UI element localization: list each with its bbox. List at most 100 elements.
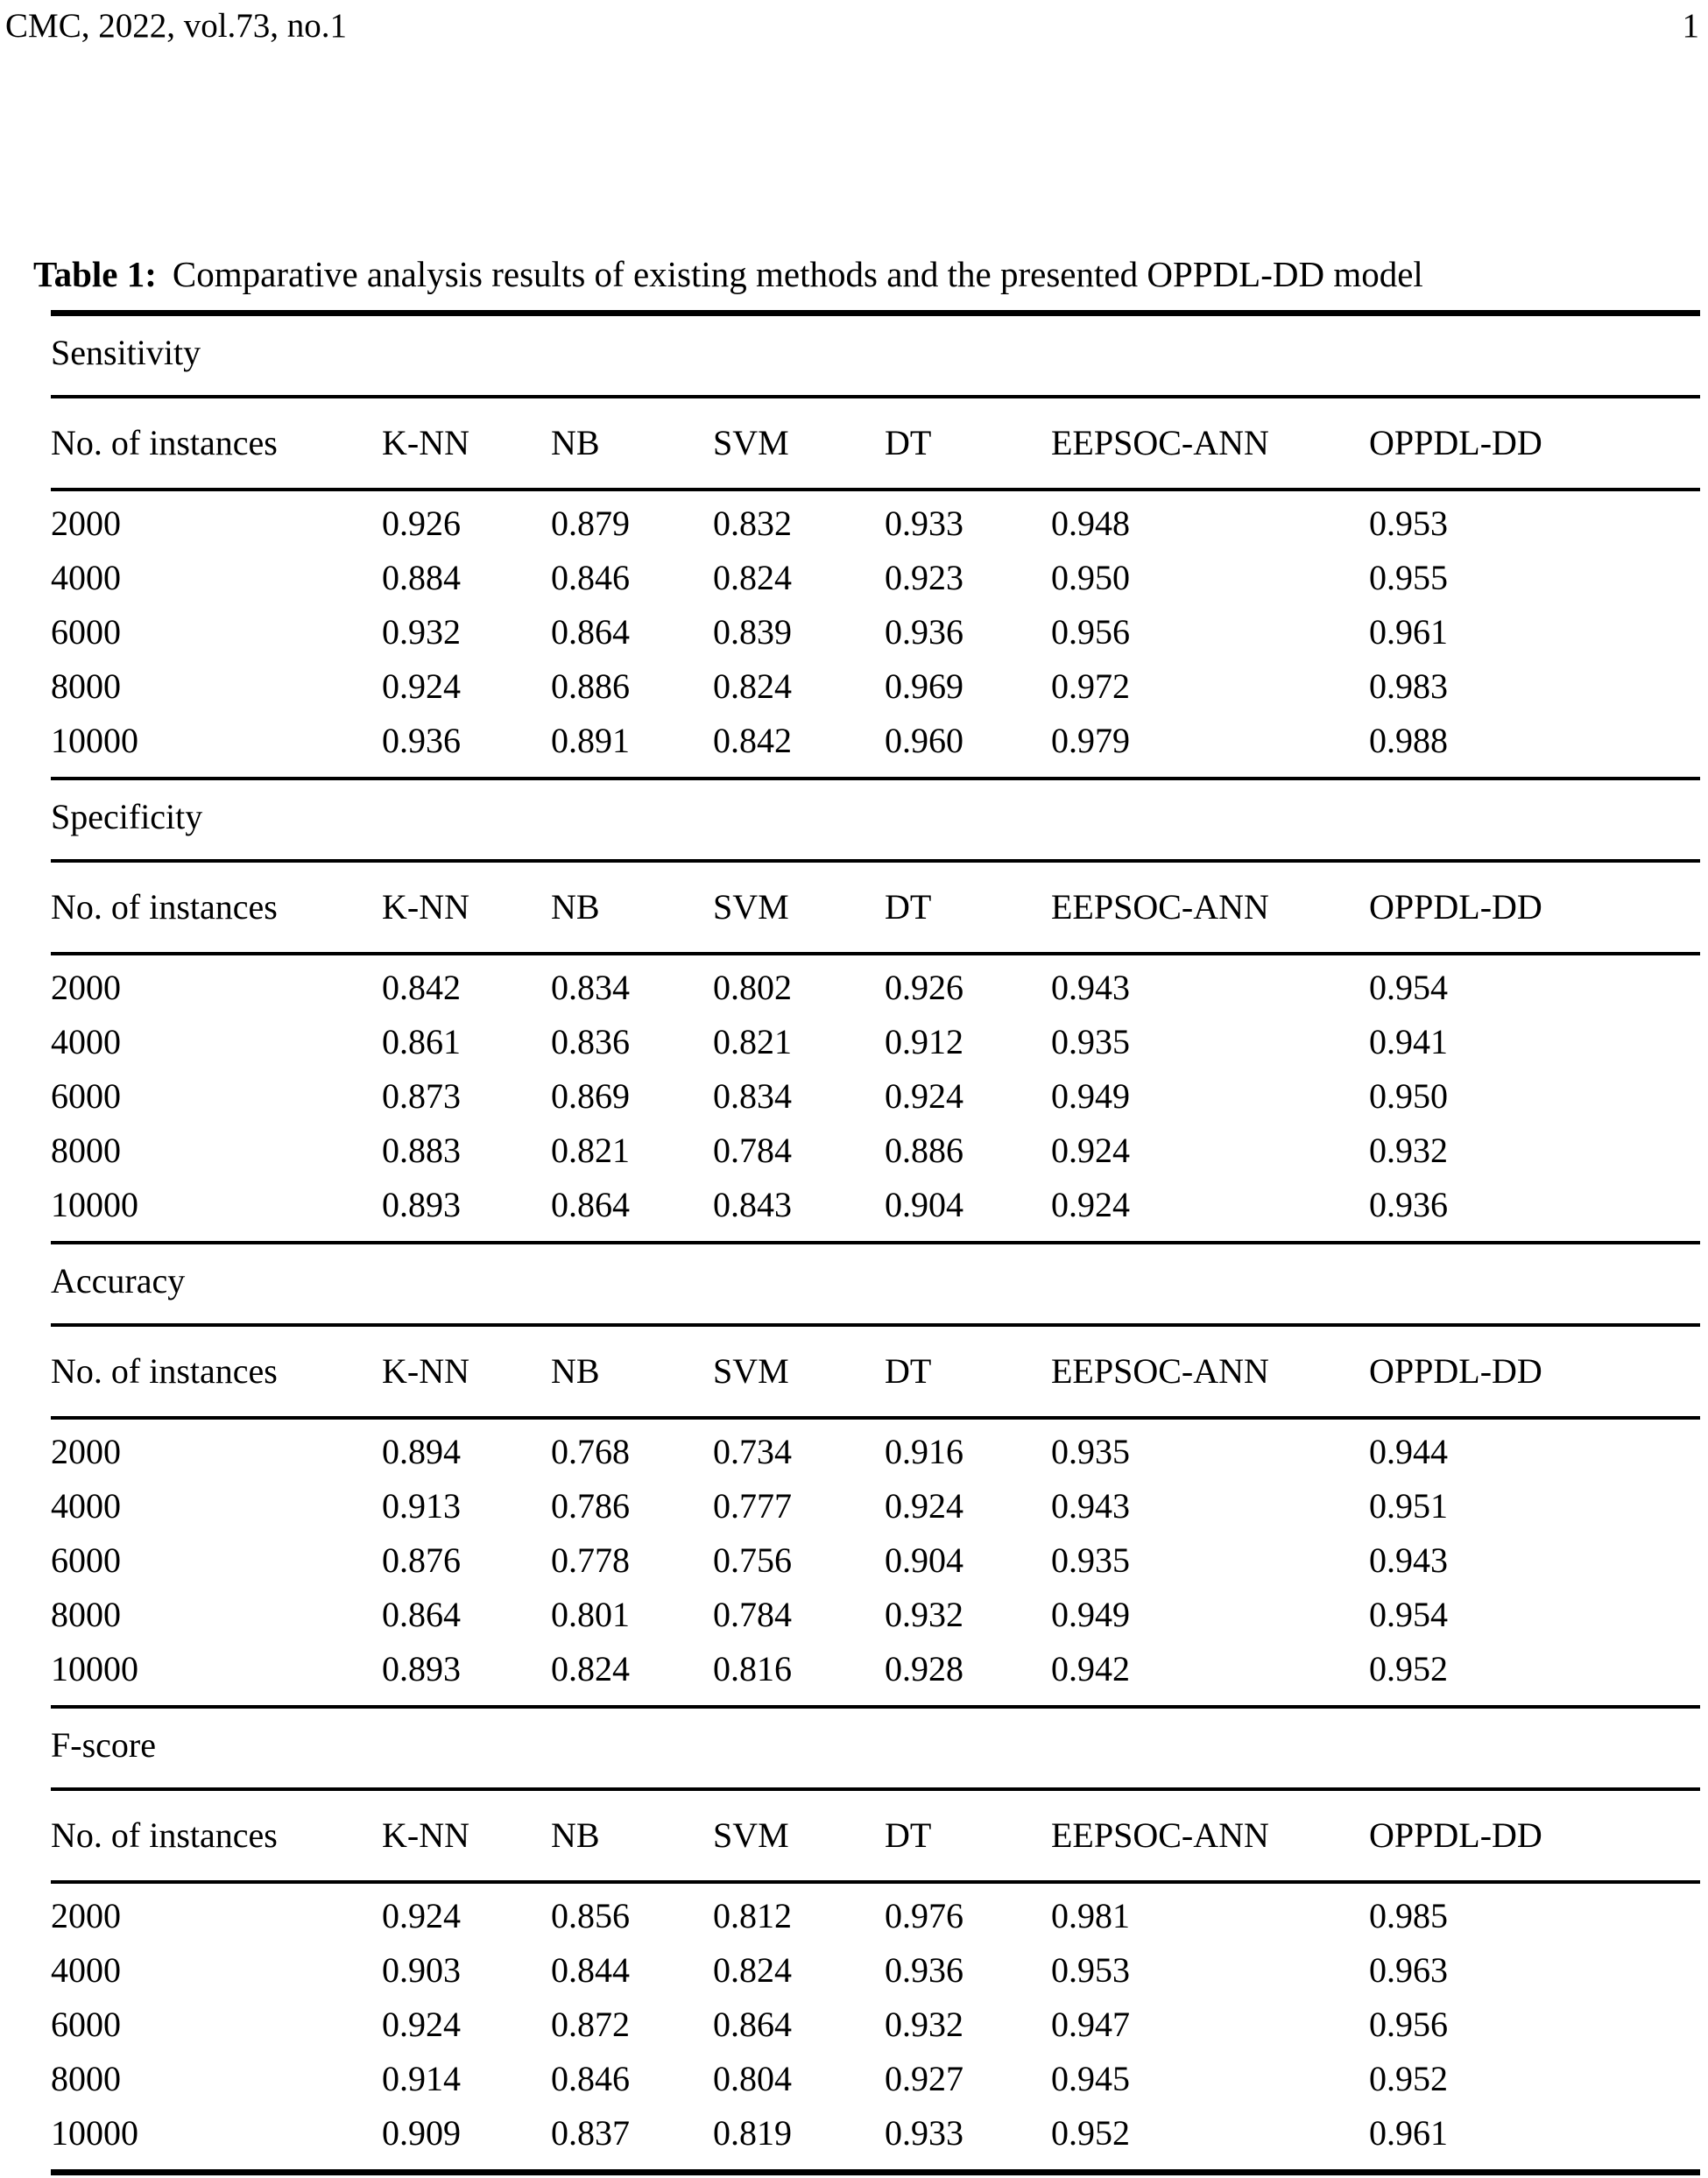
header-rule [51,488,1700,491]
column-header: No. of instances [51,1815,278,1855]
metric-value: 0.981 [1051,1896,1130,1935]
instance-count: 6000 [51,612,121,652]
column-header: No. of instances [51,1351,278,1391]
column-header: NB [551,887,600,927]
metric-value: 0.801 [551,1595,630,1634]
metric-value: 0.909 [382,2113,461,2153]
column-header: OPPDL-DD [1369,1351,1542,1391]
metric-value: 0.932 [885,1595,963,1634]
metric-value: 0.904 [885,1185,963,1224]
metric-value: 0.972 [1051,666,1130,706]
metric-value: 0.824 [713,1950,792,1990]
metric-value: 0.864 [551,1185,630,1224]
metric-value: 0.843 [713,1185,792,1224]
metric-value: 0.954 [1369,968,1448,1007]
table-sections: Sensitivity No. of instances K-NN NB SVM DT E… [51,316,1700,2175]
metric-value: 0.988 [1369,721,1448,760]
table-row: 10000 0.936 0.891 0.842 0.960 0.979 0.988 [51,714,1700,768]
metric-value: 0.872 [551,2005,630,2044]
metric-value: 0.936 [382,721,461,760]
metric-value: 0.979 [1051,721,1130,760]
metric-value: 0.802 [713,968,792,1007]
table-row: 2000 0.894 0.768 0.734 0.916 0.935 0.944 [51,1425,1700,1479]
metric-value: 0.956 [1369,2005,1448,2044]
metric-value: 0.943 [1051,968,1130,1007]
table-row: 8000 0.883 0.821 0.784 0.886 0.924 0.932 [51,1124,1700,1178]
journal-reference: CMC, 2022, vol.73, no.1 [5,7,348,45]
instance-count: 10000 [51,1185,138,1224]
header-rule [51,1416,1700,1420]
metric-value: 0.954 [1369,1595,1448,1634]
table-caption: Table 1: Comparative analysis results of … [0,252,1708,296]
metric-value: 0.786 [551,1486,630,1526]
metric-value: 0.864 [713,2005,792,2044]
column-header: K-NN [382,887,469,927]
column-header: K-NN [382,1815,469,1855]
section-bottom-rule [51,2169,1700,2175]
metric-value: 0.842 [713,721,792,760]
instance-count: 6000 [51,1076,121,1116]
metric-label: Accuracy [51,1261,186,1300]
column-header: DT [885,1351,932,1391]
column-header-row: No. of instances K-NN NB SVM DT EEPSOC-ANN OPP… [51,1327,1700,1416]
column-header: OPPDL-DD [1369,1815,1542,1855]
metric-value: 0.927 [885,2059,963,2098]
metric-value: 0.941 [1369,1022,1448,1061]
column-header: OPPDL-DD [1369,887,1542,927]
metric-value: 0.961 [1369,612,1448,652]
metric-value: 0.879 [551,504,630,543]
metric-value: 0.963 [1369,1950,1448,1990]
metric-value: 0.821 [713,1022,792,1061]
instance-count: 4000 [51,1486,121,1526]
metric-value: 0.864 [551,612,630,652]
metric-value: 0.983 [1369,666,1448,706]
metric-label: Sensitivity [51,333,201,372]
metric-value: 0.891 [551,721,630,760]
metric-value: 0.953 [1369,504,1448,543]
metric-value: 0.842 [382,968,461,1007]
metric-value: 0.949 [1051,1595,1130,1634]
metric-value: 0.846 [551,558,630,597]
metric-label-rule [51,395,1700,398]
metric-value: 0.935 [1051,1022,1130,1061]
metric-value: 0.839 [713,612,792,652]
table-row: 6000 0.873 0.869 0.834 0.924 0.949 0.950 [51,1069,1700,1124]
metric-value: 0.913 [382,1486,461,1526]
column-header: SVM [713,1351,789,1391]
column-header: K-NN [382,423,469,462]
metric-value: 0.950 [1051,558,1130,597]
metric-value: 0.936 [885,1950,963,1990]
metric-section: Specificity No. of instances K-NN NB SVM DT E… [51,780,1700,1244]
table-row: 4000 0.861 0.836 0.821 0.912 0.935 0.941 [51,1015,1700,1069]
metric-value: 0.924 [1051,1185,1130,1224]
metric-value: 0.778 [551,1540,630,1580]
column-header: NB [551,1815,600,1855]
instance-count: 2000 [51,968,121,1007]
table-row: 8000 0.864 0.801 0.784 0.932 0.949 0.954 [51,1588,1700,1642]
metric-value: 0.861 [382,1022,461,1061]
metric-value: 0.948 [1051,504,1130,543]
metric-section: F-score No. of instances K-NN NB SVM DT EEPSO… [51,1709,1700,2175]
metric-value: 0.952 [1369,1649,1448,1688]
metric-value: 0.912 [885,1022,963,1061]
metric-value: 0.933 [885,504,963,543]
metric-value: 0.876 [382,1540,461,1580]
instance-count: 6000 [51,2005,121,2044]
column-header: EEPSOC-ANN [1051,423,1269,462]
metric-value: 0.924 [1051,1131,1130,1170]
metric-value: 0.777 [713,1486,792,1526]
section-bottom-rule [51,1705,1700,1709]
metric-value: 0.812 [713,1896,792,1935]
metric-value: 0.952 [1369,2059,1448,2098]
data-rows: 2000 0.924 0.856 0.812 0.976 0.981 0.985 4000 0.… [51,1884,1700,2169]
metric-value: 0.856 [551,1896,630,1935]
column-header: OPPDL-DD [1369,423,1542,462]
metric-value: 0.944 [1369,1432,1448,1471]
metric-label: F-score [51,1725,156,1765]
metric-value: 0.947 [1051,2005,1130,2044]
metric-value: 0.943 [1369,1540,1448,1580]
table-caption-text: Comparative analysis results of existing… [172,254,1423,294]
instance-count: 2000 [51,1432,121,1471]
metric-value: 0.985 [1369,1896,1448,1935]
metric-value: 0.960 [885,721,963,760]
